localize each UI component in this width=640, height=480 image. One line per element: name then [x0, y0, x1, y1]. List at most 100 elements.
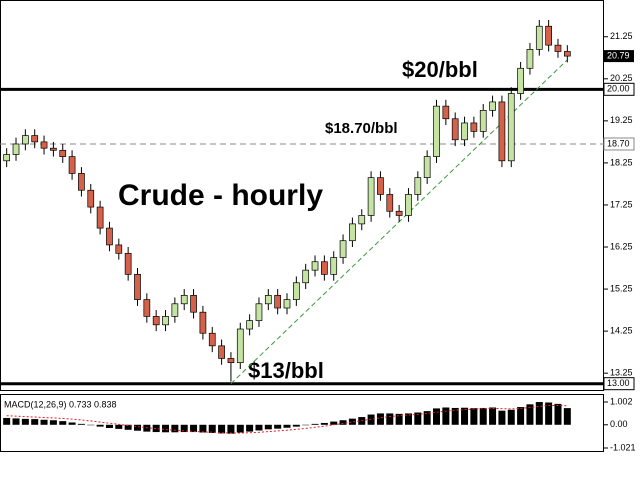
macd-bar	[535, 402, 543, 425]
macd-bar	[311, 423, 319, 425]
annotation: $13/bbl	[248, 358, 324, 383]
macd-bar	[218, 424, 226, 434]
macd-bar	[423, 411, 431, 425]
y-tick-label: -1.021	[610, 442, 636, 452]
candle-body	[321, 261, 328, 275]
candle-body	[68, 156, 76, 174]
macd-bar	[545, 402, 553, 425]
price-tag	[603, 137, 635, 151]
candle-body	[507, 93, 515, 162]
macd-bar	[171, 424, 179, 433]
candle-body	[545, 25, 552, 46]
macd-bar	[208, 424, 216, 433]
candle-body	[517, 67, 524, 94]
candle-body	[311, 261, 319, 271]
macd-pane	[0, 394, 604, 452]
signal-line	[6, 404, 568, 434]
candle-body	[330, 257, 338, 275]
y-tick-label: 19.25	[610, 115, 633, 125]
candle-body	[274, 295, 282, 309]
macd-bar	[414, 412, 422, 425]
macd-bar	[124, 424, 132, 430]
candle-body	[395, 210, 403, 216]
macd-bar	[77, 423, 85, 425]
macd-bar	[133, 424, 141, 431]
candle-body	[124, 252, 132, 275]
candle-body	[489, 101, 496, 111]
candle-body	[339, 240, 347, 258]
candle-body	[50, 147, 57, 151]
macd-bar	[404, 413, 412, 425]
candle-body	[208, 332, 216, 347]
candle-body	[218, 345, 225, 359]
macd-bar	[12, 418, 20, 425]
candle-body	[498, 101, 506, 162]
candle-body	[106, 227, 113, 246]
current-price-tag	[604, 50, 634, 63]
macd-bar	[255, 424, 263, 431]
macd-bar	[339, 420, 347, 425]
macd-bar	[274, 424, 282, 429]
candle-body	[246, 320, 253, 330]
macd-bar	[190, 424, 198, 433]
candle-body	[190, 295, 197, 313]
macd-bar	[21, 418, 29, 425]
macd-bar	[283, 424, 291, 428]
y-tick-label: 14.25	[610, 325, 633, 335]
candle-body	[134, 274, 141, 300]
candle-body	[292, 282, 300, 300]
candle-body	[535, 25, 543, 50]
candle-body	[405, 194, 412, 216]
candle-body	[386, 194, 394, 212]
candle-body	[367, 177, 375, 216]
macd-bar	[199, 424, 207, 433]
candle-body	[115, 244, 123, 254]
candle-body	[59, 149, 67, 157]
y-tick-label: 16.25	[610, 241, 633, 251]
macd-title: MACD(12,26,9) 0.733 0.838	[4, 399, 117, 409]
y-tick-label: 13.25	[610, 368, 633, 378]
candle-body	[554, 44, 562, 52]
candle-body	[143, 299, 151, 317]
candle-body	[414, 177, 422, 195]
candle-body	[40, 141, 48, 149]
price-pane	[0, 0, 604, 391]
candle-body	[349, 223, 356, 242]
candle-body	[199, 311, 207, 334]
y-tick-label: 17.25	[610, 199, 633, 209]
candle-body	[358, 215, 366, 225]
y-tick-label: 15.25	[610, 283, 633, 293]
macd-bar	[49, 420, 57, 425]
macd-bar	[227, 424, 235, 434]
candle-body	[236, 328, 244, 364]
candle-body	[461, 122, 468, 141]
candle-body	[152, 316, 160, 326]
candle-body	[78, 173, 85, 191]
macd-bar	[115, 424, 123, 429]
macd-bar	[246, 424, 254, 432]
candle-body	[87, 189, 95, 208]
macd-bar	[320, 422, 328, 425]
candle-body	[442, 105, 450, 120]
macd-bar	[470, 408, 478, 425]
candle-body	[180, 295, 188, 305]
macd-bar	[442, 407, 450, 425]
annotation: $18.70/bbl	[325, 120, 398, 137]
chart-title: Crude - hourly	[118, 179, 323, 212]
macd-bar	[461, 407, 469, 425]
macd-bar	[348, 418, 356, 425]
price-tag-label: 20.00	[607, 84, 630, 94]
macd-bar	[40, 419, 48, 425]
macd-bar	[330, 421, 338, 425]
candle-body	[423, 156, 431, 178]
y-tick-label: 20.25	[610, 73, 633, 83]
candle-body	[563, 51, 571, 57]
y-tick-label: 0.00	[610, 419, 628, 429]
macd-bar	[386, 413, 394, 425]
y-tick-label: 1.002	[610, 396, 633, 406]
macd-bar	[451, 407, 459, 425]
macd-bar	[526, 404, 534, 425]
macd-bar	[152, 424, 160, 433]
